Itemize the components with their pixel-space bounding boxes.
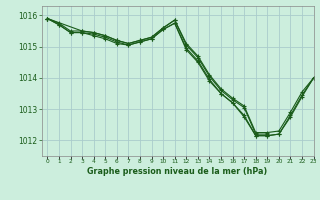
X-axis label: Graphe pression niveau de la mer (hPa): Graphe pression niveau de la mer (hPa) <box>87 167 268 176</box>
